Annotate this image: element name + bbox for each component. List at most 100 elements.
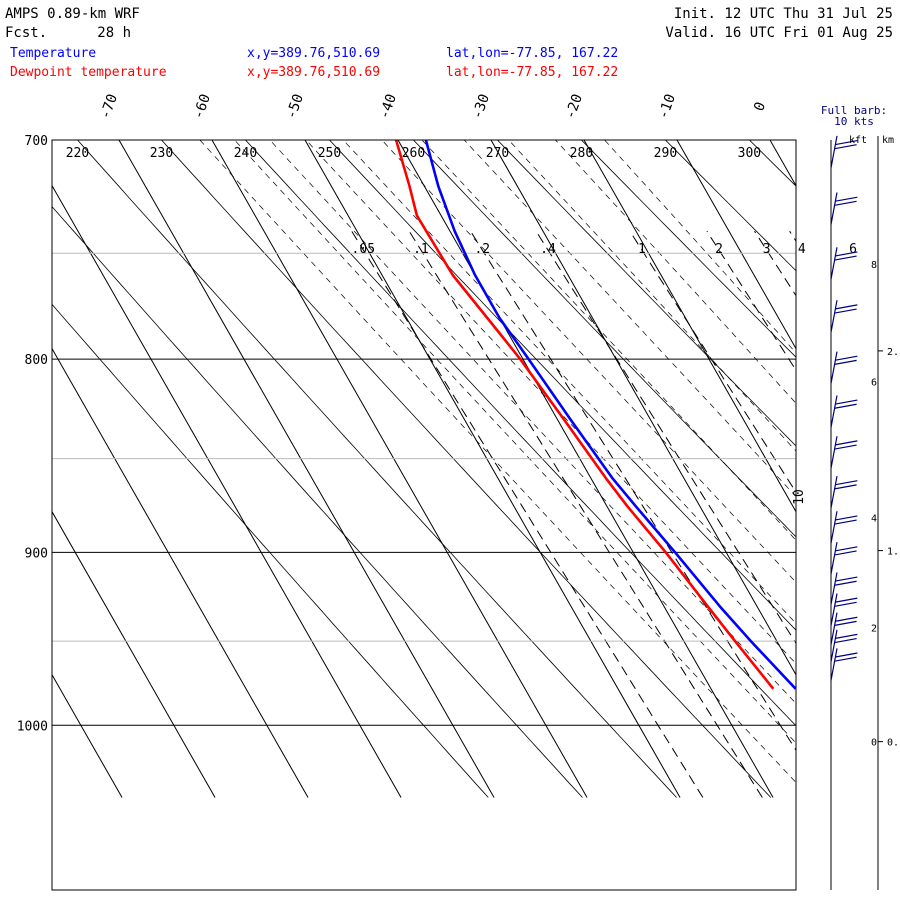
mixing-ratio-line (351, 230, 704, 798)
dry-adiabat-line (413, 140, 796, 538)
wind-barb-flag (834, 656, 857, 662)
wind-barb-flag (835, 576, 858, 582)
wind-barb-flag (834, 580, 857, 586)
legend-temperature-latlon: lat,lon=-77.85, 167.22 (446, 46, 618, 61)
isotherm-line (583, 140, 796, 513)
barb-panel-title: Full barb: (821, 104, 887, 117)
isotherm-label: -40 (376, 92, 400, 121)
wind-barb-flag (835, 399, 858, 405)
isotherm-line (769, 140, 796, 187)
legend-temperature-name: Temperature (10, 46, 96, 61)
pressure-label: 700 (25, 134, 48, 149)
isotherm-line (397, 140, 774, 798)
mixing-ratio-label: 6 (849, 242, 857, 257)
wind-barb-flag (834, 601, 857, 607)
wind-barb-staff (830, 511, 838, 544)
wind-barb-flag (835, 139, 858, 146)
moist-adiabat-line (554, 140, 796, 404)
wind-barb-flag (835, 355, 858, 361)
wind-barb-flag (834, 200, 857, 206)
wind-barb-flag (835, 546, 858, 552)
legend-temperature-xy: x,y=389.76,510.69 (247, 46, 380, 61)
pressure-label: 1000 (17, 719, 48, 734)
isotherm-line (304, 140, 681, 798)
mixing-ratio-line (470, 230, 796, 752)
moist-adiabat-line (604, 140, 796, 354)
isotherm-line (52, 347, 309, 798)
pressure-label: 900 (25, 546, 48, 561)
wind-barb-staff (830, 247, 838, 280)
moist-adiabat-line (199, 140, 796, 783)
mixing-ratio-label: .1 (413, 242, 429, 257)
dry-adiabat-label: 230 (150, 146, 173, 161)
wind-barb-flag (835, 480, 858, 486)
mixing-ratio-line (789, 230, 796, 243)
dry-adiabat-label: 280 (570, 146, 593, 161)
wind-barb-staff (830, 436, 838, 469)
isotherm-line (52, 184, 402, 798)
mixing-ratio-label: 4 (798, 242, 806, 257)
legend-dewpoint-name: Dewpoint temperature (10, 65, 167, 80)
km-label: km (882, 135, 894, 146)
fcst-value: 28 h (97, 25, 131, 41)
wind-barb-flag (835, 633, 858, 639)
km-tick-label: 1. (887, 547, 899, 558)
kft-tick-label: 0 (871, 738, 877, 749)
dry-adiabat-label: 300 (738, 146, 761, 161)
isotherm-label: -30 (469, 92, 493, 121)
wind-barb-staff (830, 629, 838, 662)
dry-adiabat-label: 220 (66, 146, 89, 161)
wind-barb-flag (835, 597, 858, 603)
temperature-profile (424, 140, 796, 690)
isotherm-line (490, 140, 796, 676)
kft-label: kft (849, 135, 867, 146)
moist-adiabat-line (234, 140, 796, 744)
kft-tick-label: 8 (871, 260, 877, 271)
mixing-ratio-label: .4 (540, 242, 556, 257)
moist-adiabat-line (269, 140, 796, 704)
background-lines (52, 140, 900, 798)
mixing-ratio-line (629, 230, 796, 494)
wind-barb-flag (835, 196, 858, 202)
km-tick-label: 2. (887, 347, 899, 358)
mixing-ratio-line (535, 230, 796, 645)
wind-barb-staff (830, 351, 838, 384)
pressure-label: 800 (25, 353, 48, 368)
dry-adiabat-label: 270 (486, 146, 509, 161)
dry-adiabat-line (329, 140, 796, 631)
kft-tick-label: 6 (871, 378, 877, 389)
moist-adiabat-line (305, 140, 796, 665)
wind-barb-flag (834, 359, 857, 365)
wind-barb-flag (834, 484, 857, 490)
dry-adiabat-line (581, 140, 796, 358)
isotherm-line (211, 140, 588, 798)
wind-barb-flag (834, 144, 857, 150)
isotherm-label: 10 (792, 489, 807, 505)
dry-adiabat-label: 240 (234, 146, 257, 161)
fcst-label: Fcst. (5, 25, 47, 41)
legend-dewpoint-latlon: lat,lon=-77.85, 167.22 (446, 65, 618, 80)
isotherm-label: -70 (97, 92, 121, 121)
isotherm-line (676, 140, 796, 350)
wind-barb-staff (830, 475, 838, 509)
dry-adiabat-label: 250 (318, 146, 341, 161)
wind-barb-flag (835, 652, 858, 658)
wind-barb-flag (834, 403, 857, 409)
dry-adiabat-line (52, 303, 489, 798)
wind-barb-staff (830, 542, 838, 575)
legend-dewpoint-xy: x,y=389.76,510.69 (247, 65, 380, 80)
dry-adiabat-line (161, 140, 772, 798)
dry-adiabat-line (52, 206, 583, 798)
isotherm-label: -10 (655, 92, 679, 121)
mixing-ratio-label: .2 (474, 242, 490, 257)
wind-barb-flag (834, 444, 857, 450)
wind-barb-flag (834, 550, 857, 556)
dewpoint-profile (394, 140, 775, 690)
moist-adiabat-line (463, 140, 796, 498)
dry-adiabat-line (833, 140, 900, 798)
kft-tick-label: 4 (871, 513, 877, 524)
dry-adiabat-label: 260 (402, 146, 425, 161)
isotherm-label: -60 (190, 92, 214, 121)
sounding-profiles (394, 140, 796, 690)
wind-barb-flag (835, 251, 858, 257)
